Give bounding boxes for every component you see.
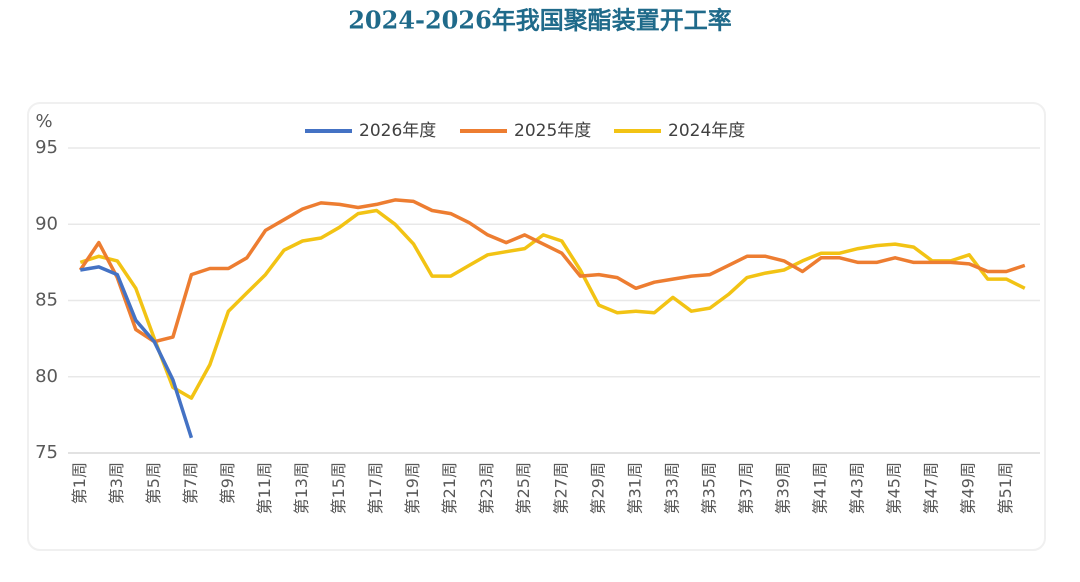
x-tick-label: 第15周 bbox=[329, 462, 348, 514]
x-tick-label: 第21周 bbox=[440, 462, 459, 514]
y-tick-label: 85 bbox=[35, 290, 58, 311]
x-tick-label: 第25周 bbox=[514, 462, 533, 514]
x-tick-label: 第5周 bbox=[144, 462, 163, 504]
x-tick-label: 第37周 bbox=[736, 462, 755, 514]
x-tick-label: 第35周 bbox=[699, 462, 718, 514]
legend-label: 2024年度 bbox=[668, 121, 745, 141]
x-tick-label: 第1周 bbox=[70, 462, 89, 504]
x-tick-label: 第51周 bbox=[996, 462, 1015, 514]
x-tick-label: 第29周 bbox=[588, 462, 607, 514]
y-tick-label: 75 bbox=[35, 442, 58, 463]
x-tick-label: 第33周 bbox=[662, 462, 681, 514]
legend-label: 2025年度 bbox=[514, 121, 591, 141]
y-tick-label: 95 bbox=[35, 137, 58, 158]
x-tick-label: 第13周 bbox=[292, 462, 311, 514]
chart-title: 2024-2026年我国聚酯装置开工率 bbox=[348, 6, 732, 35]
x-tick-label: 第19周 bbox=[403, 462, 422, 514]
x-tick-label: 第45周 bbox=[885, 462, 904, 514]
x-tick-label: 第17周 bbox=[366, 462, 385, 514]
series-line bbox=[79, 208, 1026, 400]
x-tick-label: 第47周 bbox=[922, 462, 941, 514]
x-tick-label: 第23周 bbox=[477, 462, 496, 514]
x-tick-label: 第7周 bbox=[181, 462, 200, 504]
x-tick-label: 第3周 bbox=[107, 462, 126, 504]
x-tick-label: 第41周 bbox=[811, 462, 830, 514]
x-tick-label: 第27周 bbox=[551, 462, 570, 514]
series-line bbox=[80, 265, 194, 439]
x-tick-label: 第9周 bbox=[218, 462, 237, 504]
x-tick-label: 第31周 bbox=[625, 462, 644, 514]
legend-label: 2026年度 bbox=[359, 121, 436, 141]
x-tick-label: 第49周 bbox=[959, 462, 978, 514]
x-tick-label: 第43周 bbox=[848, 462, 867, 514]
x-tick-label: 第39周 bbox=[774, 462, 793, 514]
y-tick-label: 90 bbox=[35, 213, 58, 234]
chart-card bbox=[27, 102, 1046, 551]
x-tick-label: 第11周 bbox=[255, 462, 274, 514]
y-unit: % bbox=[35, 111, 52, 132]
y-tick-label: 80 bbox=[35, 366, 58, 387]
series-line bbox=[78, 198, 1026, 344]
